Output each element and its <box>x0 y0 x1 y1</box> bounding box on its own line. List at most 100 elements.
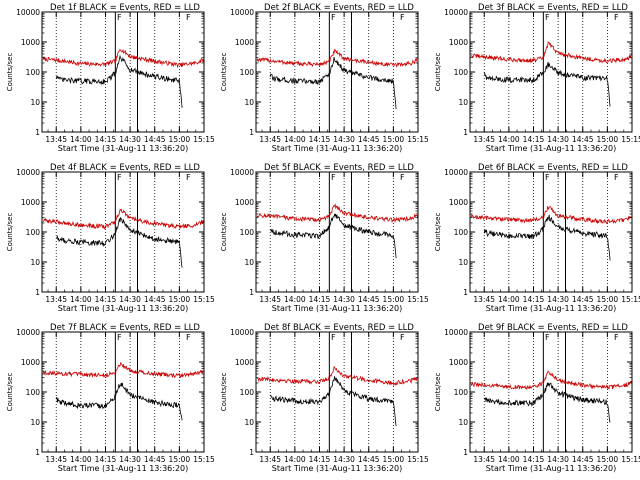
interval-marker: F <box>331 13 336 22</box>
y-axis-label: Counts/sec <box>6 373 14 412</box>
y-tick-label: 1000 <box>235 198 254 207</box>
x-axis-label: Start Time (31-Aug-11 13:36:20) <box>272 144 403 153</box>
x-tick-label: 14:00 <box>70 295 92 304</box>
x-tick-label: 14:00 <box>498 135 520 144</box>
interval-marker: F <box>331 333 336 342</box>
y-axis-label: Counts/sec <box>434 213 442 252</box>
y-tick-label: 1000 <box>235 358 254 367</box>
interval-marker: F <box>545 173 550 182</box>
y-tick-label: 100 <box>454 228 469 237</box>
y-tick-label: 10 <box>458 98 468 107</box>
x-axis-label: Start Time (31-Aug-11 13:36:20) <box>272 304 403 313</box>
y-tick-label: 10 <box>244 98 254 107</box>
data-group <box>42 362 204 421</box>
series-lld-line <box>257 365 418 386</box>
x-axis-label: Start Time (31-Aug-11 13:36:20) <box>486 304 617 313</box>
x-tick-label: 14:30 <box>119 295 141 304</box>
y-axis-label: Counts/sec <box>434 373 442 412</box>
y-tick-label: 10000 <box>16 168 40 177</box>
y-tick-label: 10000 <box>444 328 468 337</box>
x-tick-label: 13:45 <box>473 135 495 144</box>
interval-marker: F <box>117 333 122 342</box>
x-tick-label: 14:30 <box>333 135 355 144</box>
series-lld-line <box>470 41 632 64</box>
series-events-line <box>483 214 611 261</box>
interval-marker: F <box>186 13 191 22</box>
x-axis-label: Start Time (31-Aug-11 13:36:20) <box>486 464 617 473</box>
panel-title: Det 5f BLACK = Events, RED = LLD <box>264 163 414 173</box>
series-lld-line <box>256 48 418 68</box>
y-tick-label: 1000 <box>235 38 254 47</box>
x-tick-label: 13:45 <box>45 295 67 304</box>
x-tick-label: 14:15 <box>523 295 545 304</box>
y-tick-label: 1 <box>249 288 254 297</box>
series-lld-line <box>42 48 204 69</box>
x-tick-label: 15:15 <box>193 455 215 464</box>
interval-marker: F <box>614 13 619 22</box>
x-tick-label: 15:00 <box>383 135 405 144</box>
y-tick-label: 100 <box>26 228 41 237</box>
data-group <box>470 41 632 107</box>
interval-marker: F <box>614 173 619 182</box>
y-axis-label: Counts/sec <box>220 53 228 92</box>
y-tick-label: 10000 <box>230 8 254 17</box>
interval-marker: F <box>400 173 405 182</box>
x-tick-label: 15:15 <box>407 455 429 464</box>
x-tick-label: 14:00 <box>498 295 520 304</box>
series-lld-line <box>42 362 204 379</box>
series-lld-line <box>470 205 632 225</box>
x-tick-label: 14:00 <box>284 455 306 464</box>
x-tick-label: 15:15 <box>193 135 215 144</box>
series-events-line <box>269 56 397 110</box>
y-tick-label: 10 <box>244 418 254 427</box>
data-group <box>256 48 418 110</box>
panel-title: Det 4f BLACK = Events, RED = LLD <box>50 163 200 173</box>
y-tick-label: 10 <box>30 98 40 107</box>
x-axis-label: Start Time (31-Aug-11 13:36:20) <box>58 304 189 313</box>
panel-title: Det 1f BLACK = Events, RED = LLD <box>50 3 200 13</box>
y-tick-label: 100 <box>240 228 255 237</box>
x-tick-label: 14:15 <box>523 455 545 464</box>
x-tick-label: 14:00 <box>70 135 92 144</box>
data-group <box>42 208 204 268</box>
interval-marker: F <box>614 333 619 342</box>
x-tick-label: 13:45 <box>259 295 281 304</box>
x-axis-label: Start Time (31-Aug-11 13:36:20) <box>486 144 617 153</box>
y-tick-label: 1 <box>463 128 468 137</box>
panel-title: Det 9f BLACK = Events, RED = LLD <box>478 323 628 333</box>
series-lld-line <box>42 208 204 230</box>
y-tick-label: 10000 <box>230 168 254 177</box>
interval-marker: F <box>186 173 191 182</box>
x-tick-label: 14:15 <box>523 135 545 144</box>
x-tick-label: 13:45 <box>473 455 495 464</box>
series-events-line <box>269 213 397 259</box>
x-tick-label: 14:00 <box>498 455 520 464</box>
data-group <box>256 203 418 259</box>
data-group <box>42 48 204 109</box>
data-group <box>470 205 632 261</box>
x-tick-label: 14:30 <box>547 135 569 144</box>
y-tick-label: 1000 <box>21 358 40 367</box>
x-tick-label: 14:30 <box>333 295 355 304</box>
x-tick-label: 14:30 <box>547 295 569 304</box>
x-tick-label: 14:45 <box>144 135 166 144</box>
series-events-line <box>55 382 183 421</box>
x-tick-label: 15:00 <box>383 295 405 304</box>
x-axis-label: Start Time (31-Aug-11 13:36:20) <box>272 464 403 473</box>
y-tick-label: 10000 <box>16 8 40 17</box>
y-tick-label: 1 <box>249 128 254 137</box>
y-tick-label: 10 <box>30 418 40 427</box>
y-axis-label: Counts/sec <box>220 213 228 252</box>
y-tick-label: 100 <box>26 388 41 397</box>
x-tick-label: 14:30 <box>333 455 355 464</box>
x-tick-label: 14:45 <box>572 455 594 464</box>
y-tick-label: 10000 <box>16 328 40 337</box>
x-tick-label: 14:30 <box>119 135 141 144</box>
y-tick-label: 1000 <box>449 358 468 367</box>
x-tick-label: 13:45 <box>45 455 67 464</box>
interval-marker: F <box>400 13 405 22</box>
